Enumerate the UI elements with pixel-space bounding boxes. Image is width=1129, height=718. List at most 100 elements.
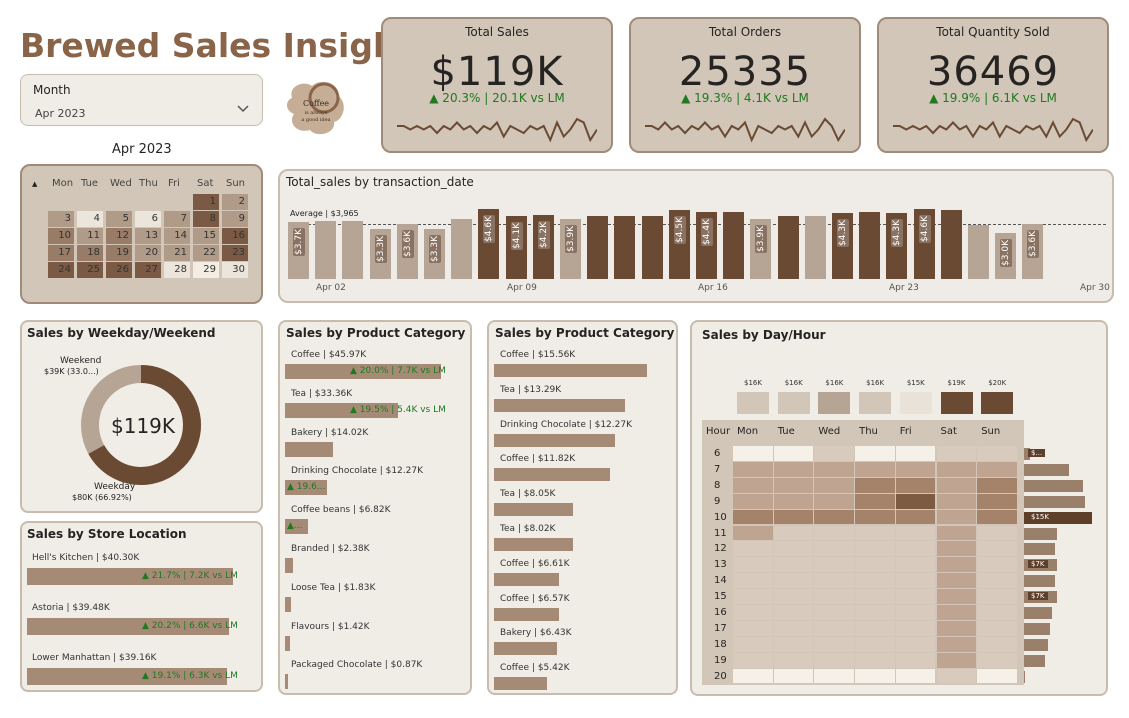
product-type-card[interactable]: Sales by Product Category Coffee | $15.5…: [487, 320, 678, 695]
heatmap-cell[interactable]: [895, 541, 936, 557]
hour-total-bar[interactable]: [1024, 495, 1086, 508]
heatmap-cell[interactable]: [855, 525, 895, 541]
heatmap-cell[interactable]: [936, 636, 977, 652]
calendar-day[interactable]: 4: [77, 211, 103, 227]
daily-bar[interactable]: [968, 225, 989, 279]
daily-bar[interactable]: [315, 220, 337, 279]
heatmap-cell[interactable]: [773, 557, 814, 573]
day-total-bar[interactable]: [777, 392, 810, 414]
category-bar[interactable]: [285, 558, 294, 573]
heatmap-cell[interactable]: [733, 557, 773, 573]
heatmap-cell[interactable]: [977, 557, 1017, 573]
day-total-bar[interactable]: [940, 392, 973, 414]
calendar-day[interactable]: 25: [77, 262, 103, 278]
sort-arrow-icon[interactable]: ▲: [32, 180, 38, 188]
calendar-heatmap[interactable]: ▲ Mon Tue Wed Thu Fri Sat Sun 1 2 3 4 5 6 7 8 9 10 11 12 13…: [20, 164, 263, 304]
heatmap-cell[interactable]: [936, 573, 977, 589]
calendar-day[interactable]: 17: [48, 245, 74, 261]
store-location-card[interactable]: Sales by Store Location Hell's Kitchen |…: [20, 521, 263, 692]
heatmap-cell[interactable]: [773, 461, 814, 477]
day-hour-card[interactable]: Sales by Day/Hour $16K $16K $16K $16K $15K $1…: [690, 320, 1108, 696]
heatmap-cell[interactable]: [733, 636, 773, 652]
calendar-day[interactable]: 21: [164, 245, 190, 261]
heatmap-cell[interactable]: [814, 477, 855, 493]
day-total-bar[interactable]: [981, 392, 1014, 414]
calendar-day[interactable]: 14: [164, 228, 190, 244]
heatmap-cell[interactable]: [895, 461, 936, 477]
heatmap-cell[interactable]: [814, 557, 855, 573]
calendar-day[interactable]: 3: [48, 211, 74, 227]
day-total-bar[interactable]: [737, 392, 769, 414]
heatmap-cell[interactable]: [814, 605, 855, 620]
calendar-day[interactable]: 12: [106, 228, 132, 244]
heatmap-cell[interactable]: [895, 509, 936, 525]
calendar-day[interactable]: 10: [48, 228, 74, 244]
heatmap-cell[interactable]: [977, 446, 1017, 461]
heatmap-cell[interactable]: [773, 605, 814, 620]
heatmap-cell[interactable]: [855, 461, 895, 477]
product-bar[interactable]: [494, 642, 558, 656]
heatmap-cell[interactable]: [895, 493, 936, 509]
heatmap-cell[interactable]: [773, 589, 814, 604]
daily-sales-chart[interactable]: Total_sales by transaction_date Average …: [278, 169, 1114, 303]
calendar-day[interactable]: 8: [193, 211, 219, 227]
heatmap-cell[interactable]: [936, 620, 977, 636]
heatmap-cell[interactable]: [936, 668, 977, 684]
heatmap-cell[interactable]: [773, 636, 814, 652]
heatmap-cell[interactable]: [773, 446, 814, 461]
daily-bar[interactable]: [859, 211, 881, 279]
heatmap-cell[interactable]: [814, 652, 855, 668]
heatmap-cell[interactable]: [895, 652, 936, 668]
heatmap-cell[interactable]: [977, 573, 1017, 589]
hour-total-bar[interactable]: [1024, 448, 1030, 460]
heatmap-cell[interactable]: [733, 541, 773, 557]
product-bar[interactable]: [494, 572, 559, 586]
heatmap-cell[interactable]: [895, 573, 936, 589]
store-bar[interactable]: [27, 668, 228, 685]
calendar-day[interactable]: 19: [106, 245, 132, 261]
heatmap-cell[interactable]: [773, 525, 814, 541]
heatmap-cell[interactable]: [895, 620, 936, 636]
category-bar[interactable]: [285, 364, 441, 379]
heatmap-cell[interactable]: [733, 446, 773, 461]
heatmap-cell[interactable]: [733, 493, 773, 509]
heatmap-cell[interactable]: [936, 605, 977, 620]
heatmap-cell[interactable]: [977, 636, 1017, 652]
heatmap-cell[interactable]: [814, 573, 855, 589]
heatmap-cell[interactable]: [814, 668, 855, 684]
heatmap-cell[interactable]: [895, 446, 936, 461]
heatmap-cell[interactable]: [814, 493, 855, 509]
hour-total-bar[interactable]: [1024, 463, 1069, 476]
chevron-down-icon[interactable]: [236, 103, 250, 113]
category-bar[interactable]: [285, 519, 309, 535]
day-total-bar[interactable]: [818, 392, 851, 414]
daily-bar[interactable]: [723, 211, 745, 279]
hour-total-bar[interactable]: [1024, 575, 1055, 588]
heatmap-cell[interactable]: [895, 605, 936, 620]
product-bar[interactable]: [494, 503, 574, 517]
hour-total-bar[interactable]: [1024, 638, 1049, 651]
heatmap-cell[interactable]: [814, 446, 855, 461]
heatmap-cell[interactable]: [895, 668, 936, 684]
day-total-bar[interactable]: [899, 392, 932, 414]
hour-total-bar[interactable]: [1024, 622, 1050, 635]
heatmap-cell[interactable]: [977, 541, 1017, 557]
daily-bar[interactable]: [342, 220, 364, 279]
hour-total-bar[interactable]: [1024, 527, 1057, 540]
calendar-day[interactable]: 13: [135, 228, 161, 244]
calendar-day[interactable]: 27: [135, 262, 161, 278]
heatmap-cell[interactable]: [936, 589, 977, 604]
heatmap-cell[interactable]: [733, 668, 773, 684]
store-bar[interactable]: [27, 618, 229, 635]
heatmap-cell[interactable]: [814, 620, 855, 636]
store-bar[interactable]: [27, 568, 233, 585]
hour-total-bar[interactable]: [1024, 479, 1083, 492]
calendar-day[interactable]: 2: [222, 194, 248, 210]
hour-total-bar[interactable]: [1024, 670, 1026, 683]
calendar-day[interactable]: 20: [135, 245, 161, 261]
product-bar[interactable]: [494, 433, 615, 447]
heatmap-cell[interactable]: [814, 589, 855, 604]
heatmap-cell[interactable]: [977, 589, 1017, 604]
heatmap-cell[interactable]: [936, 477, 977, 493]
heatmap-cell[interactable]: [895, 636, 936, 652]
